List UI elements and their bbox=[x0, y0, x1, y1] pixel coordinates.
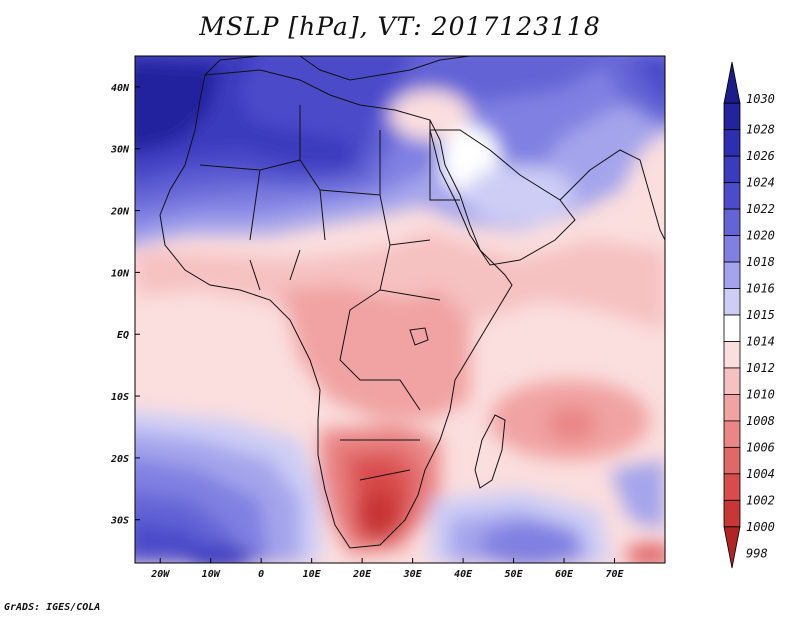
colorbar-swatch bbox=[723, 102, 741, 131]
colorbar-label: 1008 bbox=[746, 414, 775, 428]
lat-tick-label: EQ bbox=[117, 330, 129, 341]
colorbar-label: 1006 bbox=[746, 440, 775, 454]
map-title: MSLP [hPa], VT: 2017123118 bbox=[199, 12, 601, 41]
lat-tick-label: 20S bbox=[110, 454, 129, 465]
longitude-axis: 20W 10W 0 10E 20E 30E 40E 50E 60E 70E bbox=[150, 558, 625, 580]
colorbar-swatch bbox=[723, 261, 741, 289]
madagascar bbox=[474, 414, 506, 489]
europe-coast bbox=[204, 56, 471, 81]
colorbar-swatch bbox=[723, 473, 741, 501]
colorbar-label: 1022 bbox=[746, 202, 775, 216]
colorbar: 1030 1028 1026 1024 1022 1020 1018 1016 1015 1014… bbox=[723, 61, 775, 569]
colorbar-swatch bbox=[723, 394, 741, 422]
colorbar-swatch bbox=[723, 367, 741, 395]
colorbar-swatch bbox=[723, 61, 741, 104]
colorbar-swatch bbox=[723, 208, 741, 236]
colorbar-swatch bbox=[723, 129, 741, 157]
lat-tick-label: 30S bbox=[110, 516, 129, 527]
lon-tick-label: 10E bbox=[303, 569, 322, 580]
colorbar-label: 1030 bbox=[746, 92, 775, 106]
colorbar-label: 1012 bbox=[746, 361, 775, 375]
colorbar-swatch bbox=[723, 446, 741, 475]
colorbar-label: 1024 bbox=[746, 176, 775, 190]
colorbar-label: 1002 bbox=[746, 493, 775, 507]
lon-tick-label: 60E bbox=[555, 569, 574, 580]
pressure-field bbox=[135, 56, 665, 563]
lat-tick-label: 10S bbox=[111, 392, 129, 403]
colorbar-swatch bbox=[723, 420, 741, 448]
colorbar-swatch bbox=[723, 314, 741, 342]
lon-tick-label: 10W bbox=[202, 569, 221, 580]
latitude-axis: 40N 30N 20N 10N EQ 10S 20S 30S bbox=[110, 83, 140, 527]
lon-tick-label: 0 bbox=[258, 569, 264, 580]
africa-coastline bbox=[159, 69, 513, 549]
lon-tick-label: 20W bbox=[150, 569, 170, 580]
colorbar-label: 1000 bbox=[746, 520, 775, 534]
colorbar-label: 1010 bbox=[746, 387, 775, 401]
lon-tick-label: 20E bbox=[352, 569, 372, 580]
colorbar-label: 1028 bbox=[746, 123, 775, 137]
coastlines bbox=[159, 56, 665, 549]
colorbar-swatch bbox=[723, 288, 741, 316]
colorbar-label: 1026 bbox=[746, 149, 775, 163]
lon-tick-label: 70E bbox=[605, 569, 624, 580]
colorbar-label: 1015 bbox=[746, 308, 775, 322]
asia-coast bbox=[559, 149, 665, 241]
colorbar-label: 1004 bbox=[746, 467, 775, 481]
colorbar-label: 998 bbox=[746, 546, 768, 560]
colorbar-swatch bbox=[723, 155, 741, 184]
borders bbox=[199, 105, 460, 481]
colorbar-swatch bbox=[723, 235, 741, 263]
lat-tick-label: 20N bbox=[110, 207, 130, 218]
lon-tick-label: 30E bbox=[403, 569, 423, 580]
colorbar-label: 1018 bbox=[746, 255, 775, 269]
colorbar-swatch bbox=[723, 341, 741, 369]
lat-tick-label: 10N bbox=[111, 268, 130, 279]
lon-tick-label: 40E bbox=[454, 569, 473, 580]
colorbar-label: 1016 bbox=[746, 282, 775, 296]
map-frame bbox=[134, 55, 666, 564]
colorbar-label: 1020 bbox=[746, 229, 775, 243]
colorbar-swatch bbox=[723, 499, 741, 528]
lon-tick-label: 50E bbox=[505, 569, 524, 580]
lake-victoria bbox=[409, 327, 429, 346]
colorbar-swatch bbox=[723, 182, 741, 210]
lat-tick-label: 40N bbox=[111, 83, 130, 94]
colorbar-swatch bbox=[723, 526, 741, 569]
lat-tick-label: 30N bbox=[110, 145, 130, 156]
footer-credit: GrADS: IGES/COLA bbox=[4, 602, 101, 613]
colorbar-label: 1014 bbox=[746, 334, 775, 348]
